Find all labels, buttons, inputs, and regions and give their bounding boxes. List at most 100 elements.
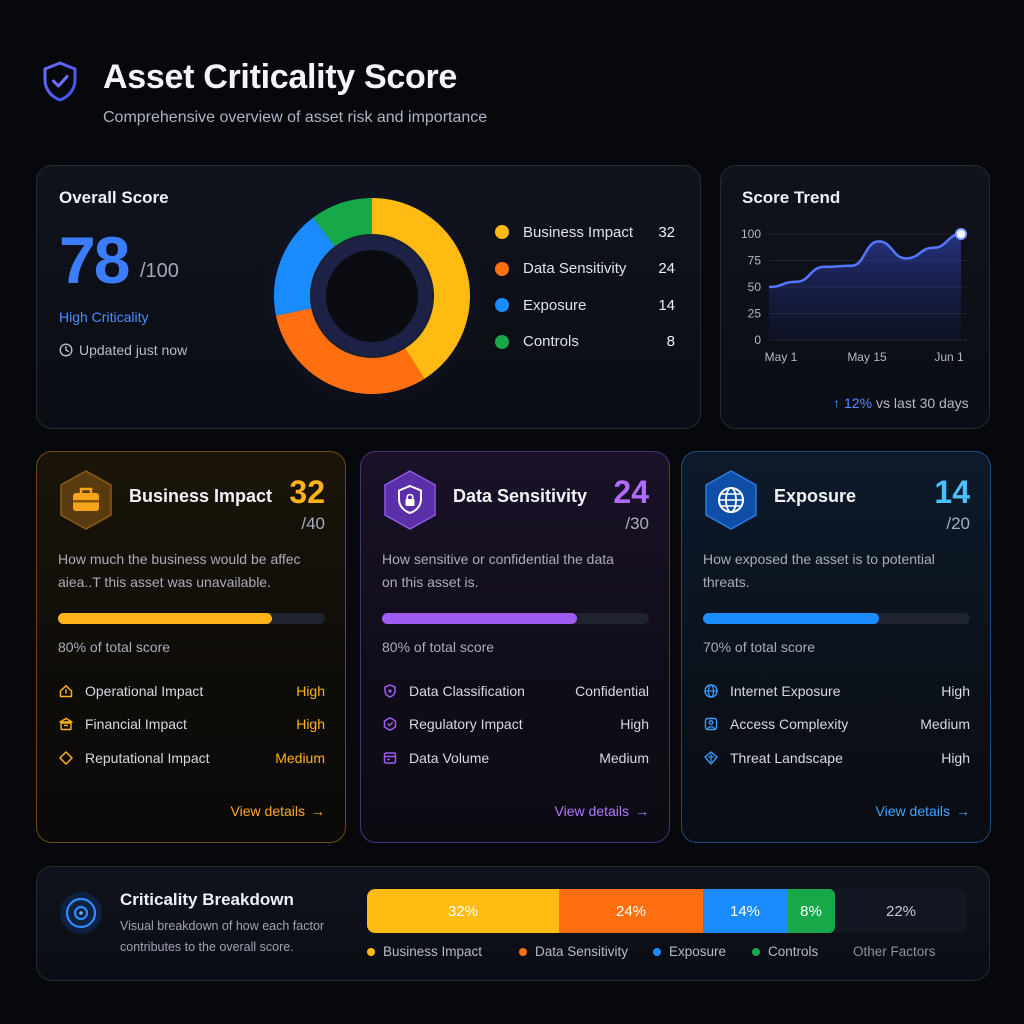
view-details-label: View details	[554, 803, 629, 819]
view-details-label: View details	[230, 803, 305, 819]
breakdown-legend-item: Exposure	[653, 944, 726, 959]
trend-y-tick: 0	[754, 333, 761, 347]
legend-dot	[495, 298, 509, 312]
overall-score-card: Overall Score 78 /100 High Criticality U…	[36, 165, 701, 429]
legend-item: Business Impact 32	[495, 222, 675, 242]
factor-description: How much the business would be affec aie…	[58, 551, 301, 590]
factor-description: How sensitive or confidential the data o…	[382, 551, 614, 590]
regulatory-icon	[383, 717, 397, 731]
breakdown-legend-label: Business Impact	[383, 944, 483, 959]
legend-dot	[367, 947, 375, 956]
target-icon	[60, 892, 102, 934]
factor-item-label: Financial Impact	[85, 716, 187, 732]
business-impact-card: Business Impact 32 /40 How much the busi…	[36, 451, 346, 843]
breakdown-segment-exposure: 14%	[703, 889, 787, 933]
factor-item-value: High	[941, 683, 970, 699]
breakdown-segment-controls: 8%	[787, 889, 835, 933]
factor-item-value: High	[941, 750, 970, 766]
factor-item-label: Access Complexity	[730, 716, 849, 732]
factor-item: Reputational Impact Medium	[58, 748, 325, 768]
breakdown-legend-label: Exposure	[669, 944, 727, 959]
data-sensitivity-card: Data Sensitivity 24 /30 How sensitive or…	[360, 451, 670, 843]
legend-value: 32	[658, 223, 675, 241]
factor-progress-fill	[58, 613, 272, 624]
donut-slice-data-sensitivity	[275, 307, 425, 394]
breakdown-legend-label: Data Sensitivity	[535, 944, 629, 959]
breakdown-title: Criticality Breakdown	[120, 890, 294, 909]
overall-score-value: 78	[59, 223, 130, 297]
trend-x-tick: Jun 1	[934, 350, 964, 364]
factor-item: Threat Landscape High	[703, 748, 970, 768]
breakdown-legend-item: Other Factors	[853, 944, 936, 959]
shield-check-icon	[43, 61, 77, 102]
factor-item: Internet Exposure High	[703, 681, 970, 701]
factor-name: Exposure	[774, 486, 857, 506]
legend-dot	[653, 947, 661, 956]
trend-end-point	[955, 228, 967, 240]
legend-dot	[495, 334, 509, 349]
trend-x-tick: May 1	[765, 350, 798, 364]
breakdown-legend-item: Business Impact	[367, 944, 482, 959]
legend-item: Controls 8	[495, 332, 675, 352]
view-details-link[interactable]: View details →	[231, 803, 325, 819]
score-trend-title: Score Trend	[742, 188, 841, 207]
arrow-up-icon: ↑	[833, 395, 840, 411]
globe-small-icon	[704, 684, 718, 698]
factor-item-label: Regulatory Impact	[409, 716, 523, 732]
factor-item-label: Data Volume	[409, 750, 490, 766]
factor-progress-fill	[382, 613, 577, 624]
factor-item-label: Data Classification	[409, 683, 525, 699]
factor-item-label: Internet Exposure	[730, 683, 841, 699]
factor-max: /20	[946, 514, 970, 533]
legend-label: Exposure	[523, 296, 587, 314]
view-details-link[interactable]: View details →	[876, 803, 970, 819]
factor-item-value: Confidential	[575, 683, 649, 699]
breakdown-segment-business-impact: 32%	[367, 889, 559, 933]
breakdown-description: Visual breakdown of how each factor cont…	[120, 919, 325, 954]
factor-item-label: Operational Impact	[85, 683, 204, 699]
trend-change: ↑ 12% vs last 30 days	[833, 395, 969, 411]
shield-lock-icon	[384, 470, 436, 530]
factor-item-value: High	[296, 683, 325, 699]
factor-item-value: Medium	[599, 750, 649, 766]
home-icon	[59, 685, 73, 698]
arrow-right-icon: →	[956, 803, 970, 819]
globe-icon	[705, 470, 757, 530]
exposure-card: Exposure 14 /20 How exposed the asset is…	[681, 451, 991, 843]
factor-description: How exposed the asset is to potential th…	[703, 551, 935, 590]
trend-change-suffix: vs last 30 days	[876, 395, 969, 411]
network-icon	[704, 717, 718, 731]
legend-value: 14	[658, 296, 675, 314]
score-trend-card: Score Trend 0 25 50 75 100 May 1 May 15 Jun 1 …	[720, 165, 990, 429]
factor-progress-fill	[703, 613, 880, 624]
legend-label: Business Impact	[523, 223, 634, 241]
donut-slice-controls	[313, 198, 373, 247]
breakdown-legend-item: Controls	[752, 944, 818, 959]
factor-percent-label: 80% of total score	[382, 639, 495, 655]
trend-y-tick: 75	[748, 254, 762, 268]
factor-item-value: Medium	[275, 750, 325, 766]
view-details-link[interactable]: View details →	[555, 803, 649, 819]
factor-percent-label: 70% of total score	[703, 639, 816, 655]
breakdown-segment-other-factors: 22%	[835, 889, 967, 933]
trend-line	[768, 232, 962, 289]
arrow-right-icon: →	[311, 803, 325, 819]
factor-item: Access Complexity Medium	[703, 714, 970, 734]
factor-item: Data Classification Confidential	[382, 681, 649, 701]
trend-y-tick: 25	[748, 307, 762, 321]
trend-area	[769, 234, 961, 340]
factor-percent-label: 80% of total score	[58, 639, 171, 655]
breakdown-legend-item: Data Sensitivity	[519, 944, 628, 959]
factor-item: Data Volume Medium	[382, 748, 649, 768]
donut-slice-exposure	[274, 217, 336, 316]
legend-value: 8	[666, 333, 675, 350]
legend-dot	[752, 947, 760, 956]
factor-name: Data Sensitivity	[453, 486, 588, 506]
factor-item-label: Reputational Impact	[85, 750, 210, 766]
factor-item-label: Threat Landscape	[730, 750, 843, 766]
updated-text: Updated just now	[79, 342, 188, 358]
criticality-level: High Criticality	[59, 309, 149, 325]
view-details-label: View details	[875, 803, 950, 819]
arrow-right-icon: →	[635, 803, 649, 819]
clock-icon	[59, 343, 73, 357]
